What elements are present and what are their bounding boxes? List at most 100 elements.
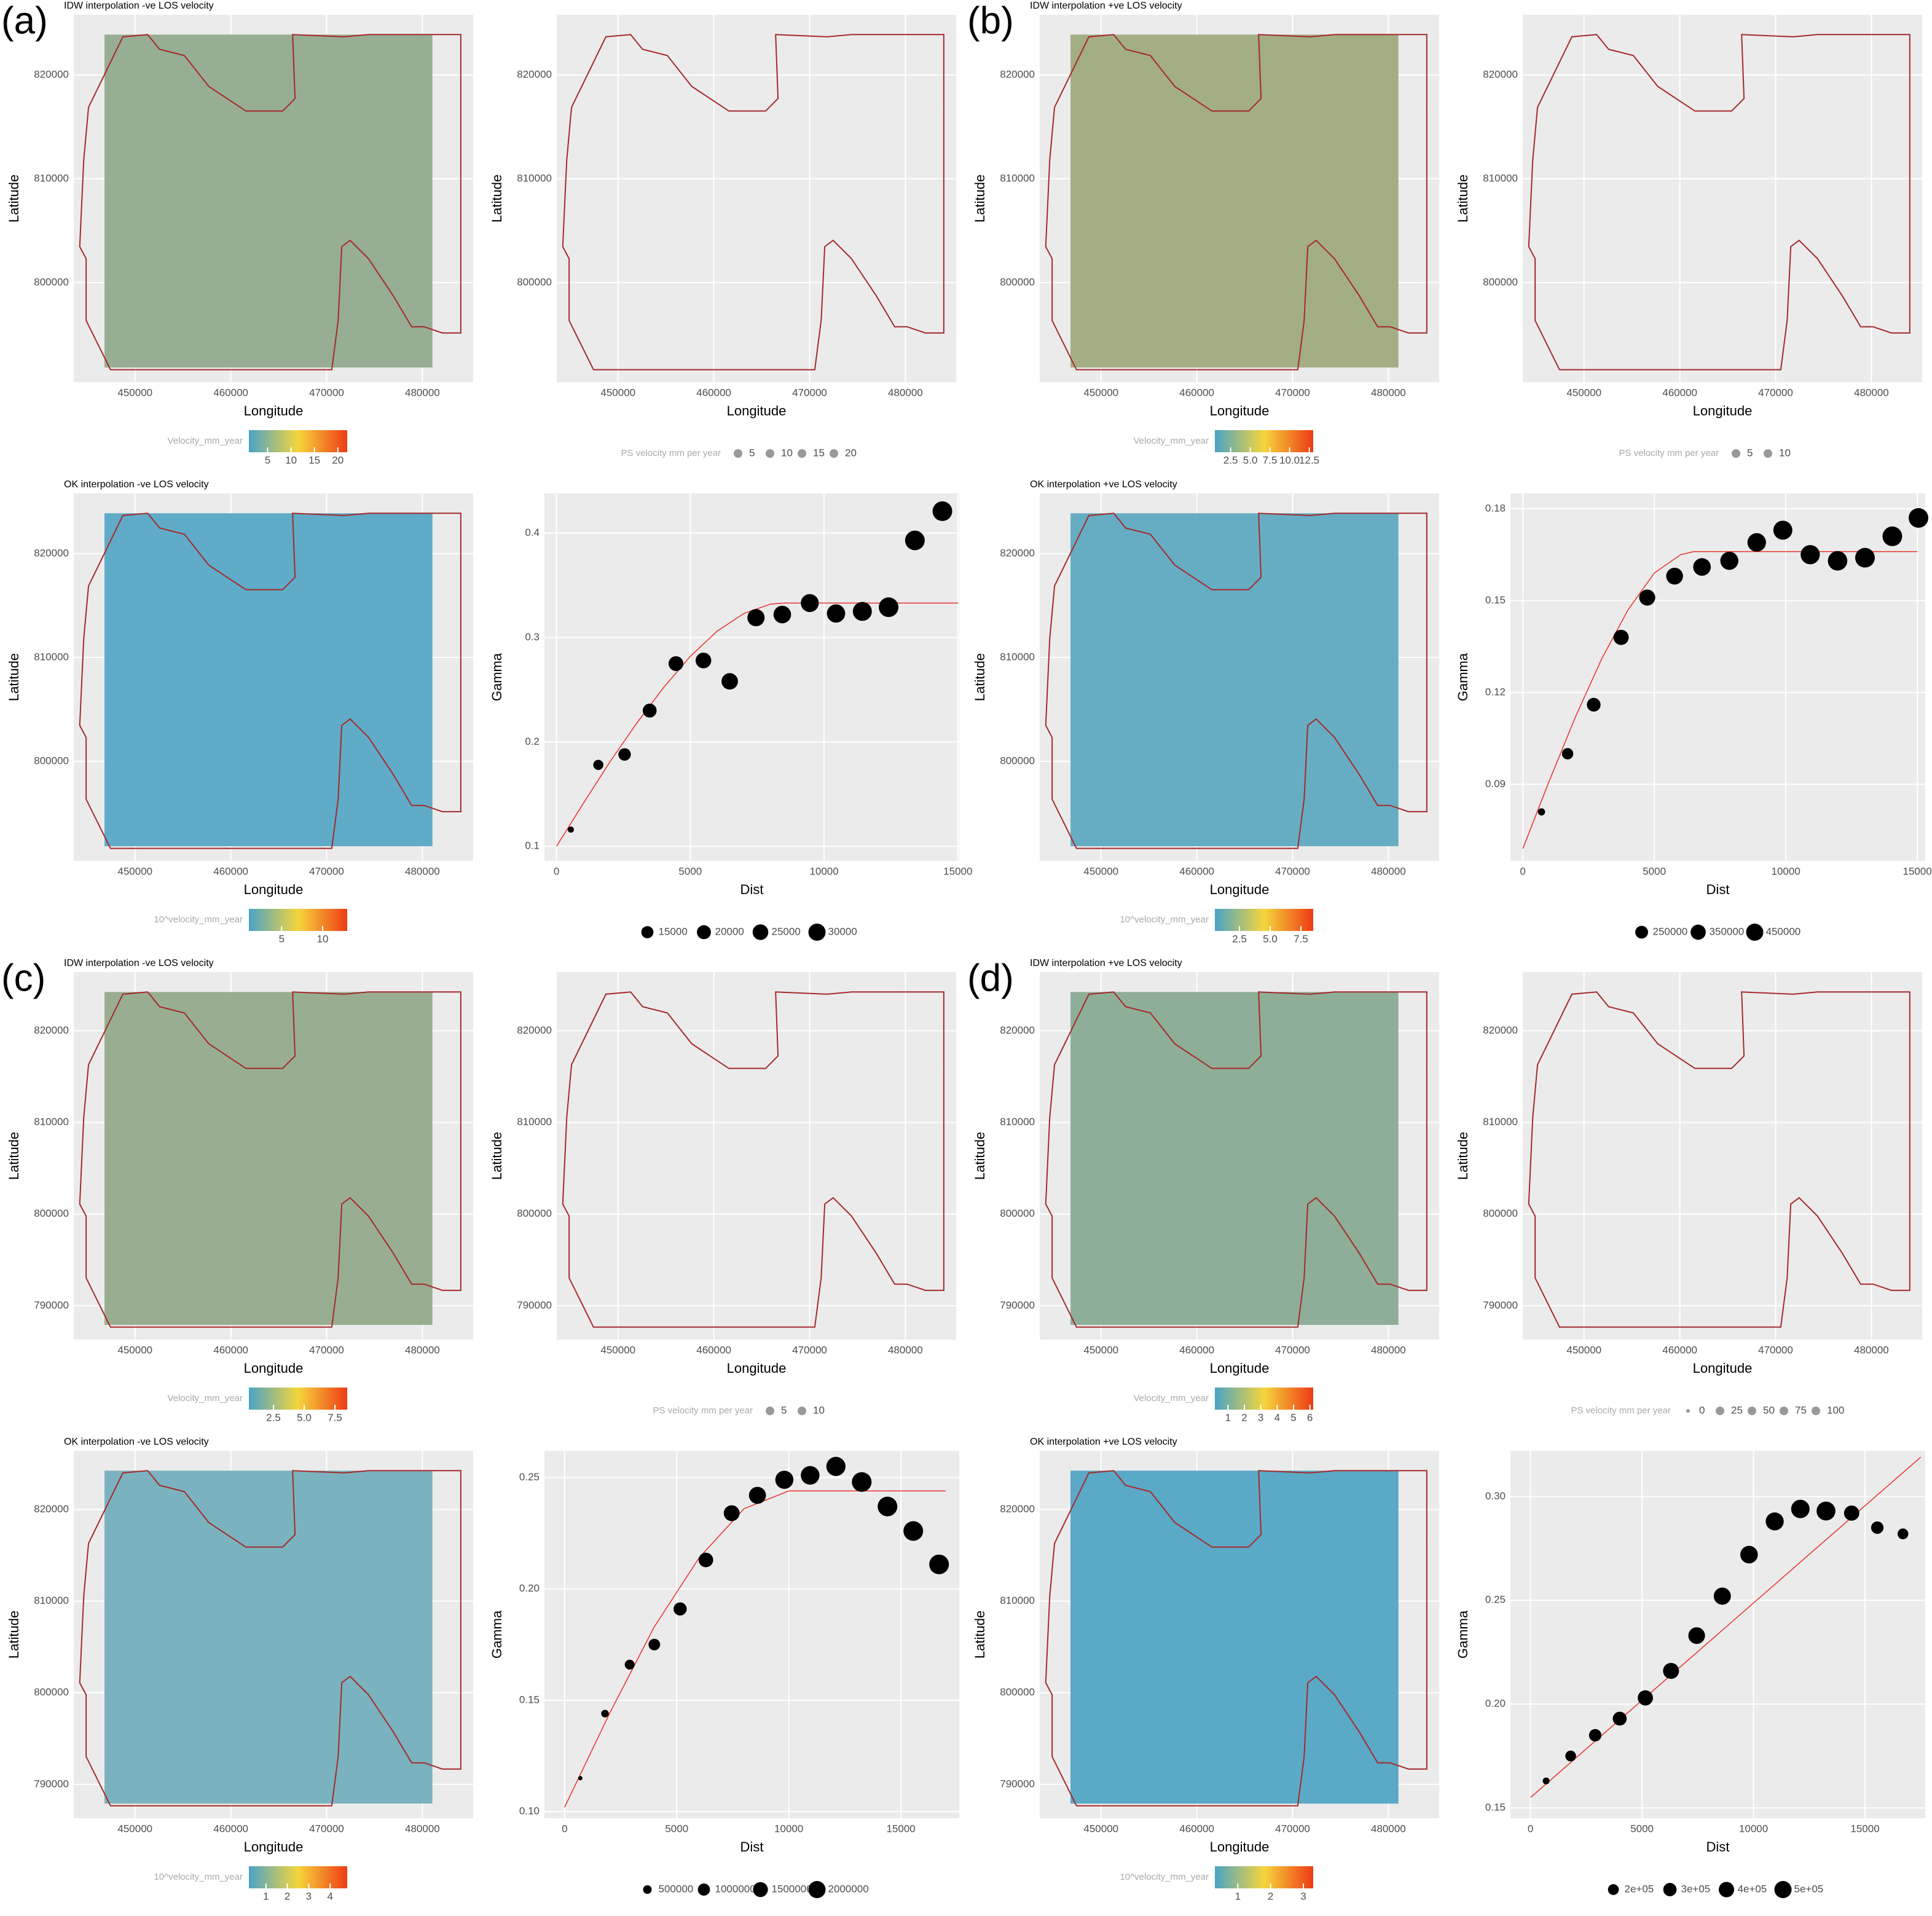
y-axis-title: Latitude bbox=[489, 1132, 505, 1180]
x-tick-label: 450000 bbox=[600, 387, 635, 398]
chart-title: IDW interpolation -ve LOS velocity bbox=[64, 1, 214, 11]
point bbox=[775, 1470, 794, 1489]
y-tick-label: 0.3 bbox=[525, 631, 540, 643]
x-tick-label: 470000 bbox=[309, 865, 344, 877]
y-tick-label: 820000 bbox=[1000, 1024, 1035, 1036]
x-axis-title: Longitude bbox=[244, 882, 304, 897]
legend-key bbox=[753, 1882, 768, 1898]
x-tick-label: 470000 bbox=[309, 387, 344, 398]
y-axis-title: Latitude bbox=[489, 175, 505, 222]
chart: OK interpolation -ve LOS velocity 450000 4… bbox=[6, 1437, 473, 1902]
point bbox=[929, 1554, 949, 1574]
chart: 450000 460000 470000 480000 800000 810000 8200… bbox=[1455, 15, 1922, 458]
interpolated-surface bbox=[104, 513, 433, 847]
y-tick-label: 800000 bbox=[1483, 1207, 1518, 1219]
x-tick-label: 10000 bbox=[1739, 1823, 1768, 1834]
point bbox=[1713, 1587, 1731, 1605]
colorbar-tick-label: 1 bbox=[1225, 1411, 1231, 1423]
legend-label: 20 bbox=[845, 447, 857, 458]
legend-key bbox=[1663, 1883, 1677, 1896]
x-tick-label: 470000 bbox=[1275, 865, 1310, 877]
y-tick-label: 800000 bbox=[1000, 1686, 1035, 1698]
legend-key bbox=[1716, 1407, 1724, 1415]
legend-label: 3e+05 bbox=[1681, 1883, 1711, 1894]
y-tick-label: 790000 bbox=[1000, 1299, 1035, 1311]
chart: OK interpolation +ve LOS velocity 450000 4… bbox=[972, 479, 1439, 944]
legend-label: 10 bbox=[781, 447, 793, 458]
y-tick-label: 0.2 bbox=[525, 736, 540, 747]
colorbar-tick-label: 3 bbox=[1258, 1411, 1263, 1423]
chart: IDW interpolation -ve LOS velocity 450000… bbox=[6, 958, 473, 1423]
x-tick-label: 450000 bbox=[1566, 387, 1601, 398]
point bbox=[624, 1659, 635, 1670]
point bbox=[721, 673, 738, 690]
legend-key bbox=[1748, 1407, 1756, 1415]
point bbox=[1693, 558, 1711, 576]
boundary bbox=[1528, 991, 1910, 1328]
x-tick-label: 460000 bbox=[213, 1344, 248, 1356]
y-tick-label: 0.10 bbox=[519, 1805, 540, 1817]
legend-key bbox=[808, 924, 826, 941]
point bbox=[905, 530, 925, 551]
x-tick-label: 460000 bbox=[213, 387, 248, 398]
point bbox=[879, 597, 899, 618]
point bbox=[1537, 808, 1545, 816]
x-tick-label: 480000 bbox=[1371, 387, 1406, 398]
panel-label: (b) bbox=[967, 0, 1014, 42]
colorbar-tick-label: 3 bbox=[1300, 1890, 1306, 1902]
chart-title: OK interpolation +ve LOS velocity bbox=[1030, 479, 1177, 490]
y-tick-label: 810000 bbox=[1483, 1116, 1518, 1128]
y-tick-label: 810000 bbox=[34, 1116, 69, 1128]
colorbar-tick-label: 15 bbox=[308, 454, 320, 466]
colorbar-tick-label: 5.0 bbox=[1243, 454, 1258, 466]
interpolated-surface bbox=[104, 34, 433, 368]
legend-label: 15000 bbox=[659, 925, 688, 937]
x-axis-title: Longitude bbox=[1693, 1360, 1753, 1376]
legend-label: 50 bbox=[1763, 1404, 1775, 1416]
legend-key bbox=[798, 449, 806, 458]
x-tick-label: 5000 bbox=[665, 1823, 688, 1834]
y-tick-label: 820000 bbox=[1000, 1503, 1035, 1515]
y-tick-label: 820000 bbox=[34, 1503, 69, 1515]
legend-label: 25000 bbox=[772, 925, 801, 937]
colorbar-tick-label: 2.5 bbox=[1223, 454, 1238, 466]
point bbox=[801, 594, 819, 612]
y-tick-label: 800000 bbox=[517, 1207, 552, 1219]
legend-title: PS velocity mm per year bbox=[653, 1405, 753, 1416]
x-tick-label: 15000 bbox=[943, 865, 972, 877]
x-tick-label: 470000 bbox=[1758, 1344, 1793, 1356]
boundary bbox=[79, 1470, 461, 1807]
point bbox=[578, 1776, 583, 1781]
x-tick-label: 460000 bbox=[1179, 1344, 1214, 1356]
colorbar bbox=[249, 1388, 347, 1410]
colorbar-tick-label: 5.0 bbox=[297, 1411, 312, 1423]
legend-label: 10 bbox=[1779, 447, 1791, 458]
x-axis-title: Longitude bbox=[1210, 1360, 1270, 1376]
chart: 0 5000 10000 15000 0.10 0.15 0.20 0.25 Dist Gamma… bbox=[489, 1451, 959, 1898]
y-axis-title: Gamma bbox=[1455, 653, 1471, 701]
x-tick-label: 15000 bbox=[886, 1823, 915, 1834]
y-tick-label: 800000 bbox=[1000, 276, 1035, 288]
y-tick-label: 0.18 bbox=[1485, 502, 1506, 514]
x-tick-label: 450000 bbox=[1083, 387, 1118, 398]
legend-key bbox=[766, 1407, 774, 1415]
legend-label: 20000 bbox=[715, 925, 744, 937]
x-tick-label: 450000 bbox=[1083, 1344, 1118, 1356]
boundary bbox=[79, 34, 461, 371]
colorbar-tick-label: 2.5 bbox=[266, 1411, 281, 1423]
legend-label: 1500000 bbox=[772, 1883, 812, 1894]
legend-key bbox=[798, 1407, 806, 1415]
y-tick-label: 800000 bbox=[34, 755, 69, 766]
x-tick-label: 460000 bbox=[213, 865, 248, 877]
interpolated-surface bbox=[1070, 1470, 1399, 1804]
legend-key bbox=[641, 926, 654, 938]
point bbox=[601, 1710, 609, 1718]
y-tick-label: 800000 bbox=[1000, 755, 1035, 766]
legend-title: Velocity_mm_year bbox=[1133, 1393, 1209, 1404]
legend-key bbox=[1686, 1409, 1690, 1413]
y-tick-label: 0.20 bbox=[1485, 1698, 1506, 1710]
x-tick-label: 480000 bbox=[405, 1823, 440, 1834]
legend-label: 5e+05 bbox=[1794, 1883, 1824, 1894]
point bbox=[1740, 1545, 1758, 1564]
